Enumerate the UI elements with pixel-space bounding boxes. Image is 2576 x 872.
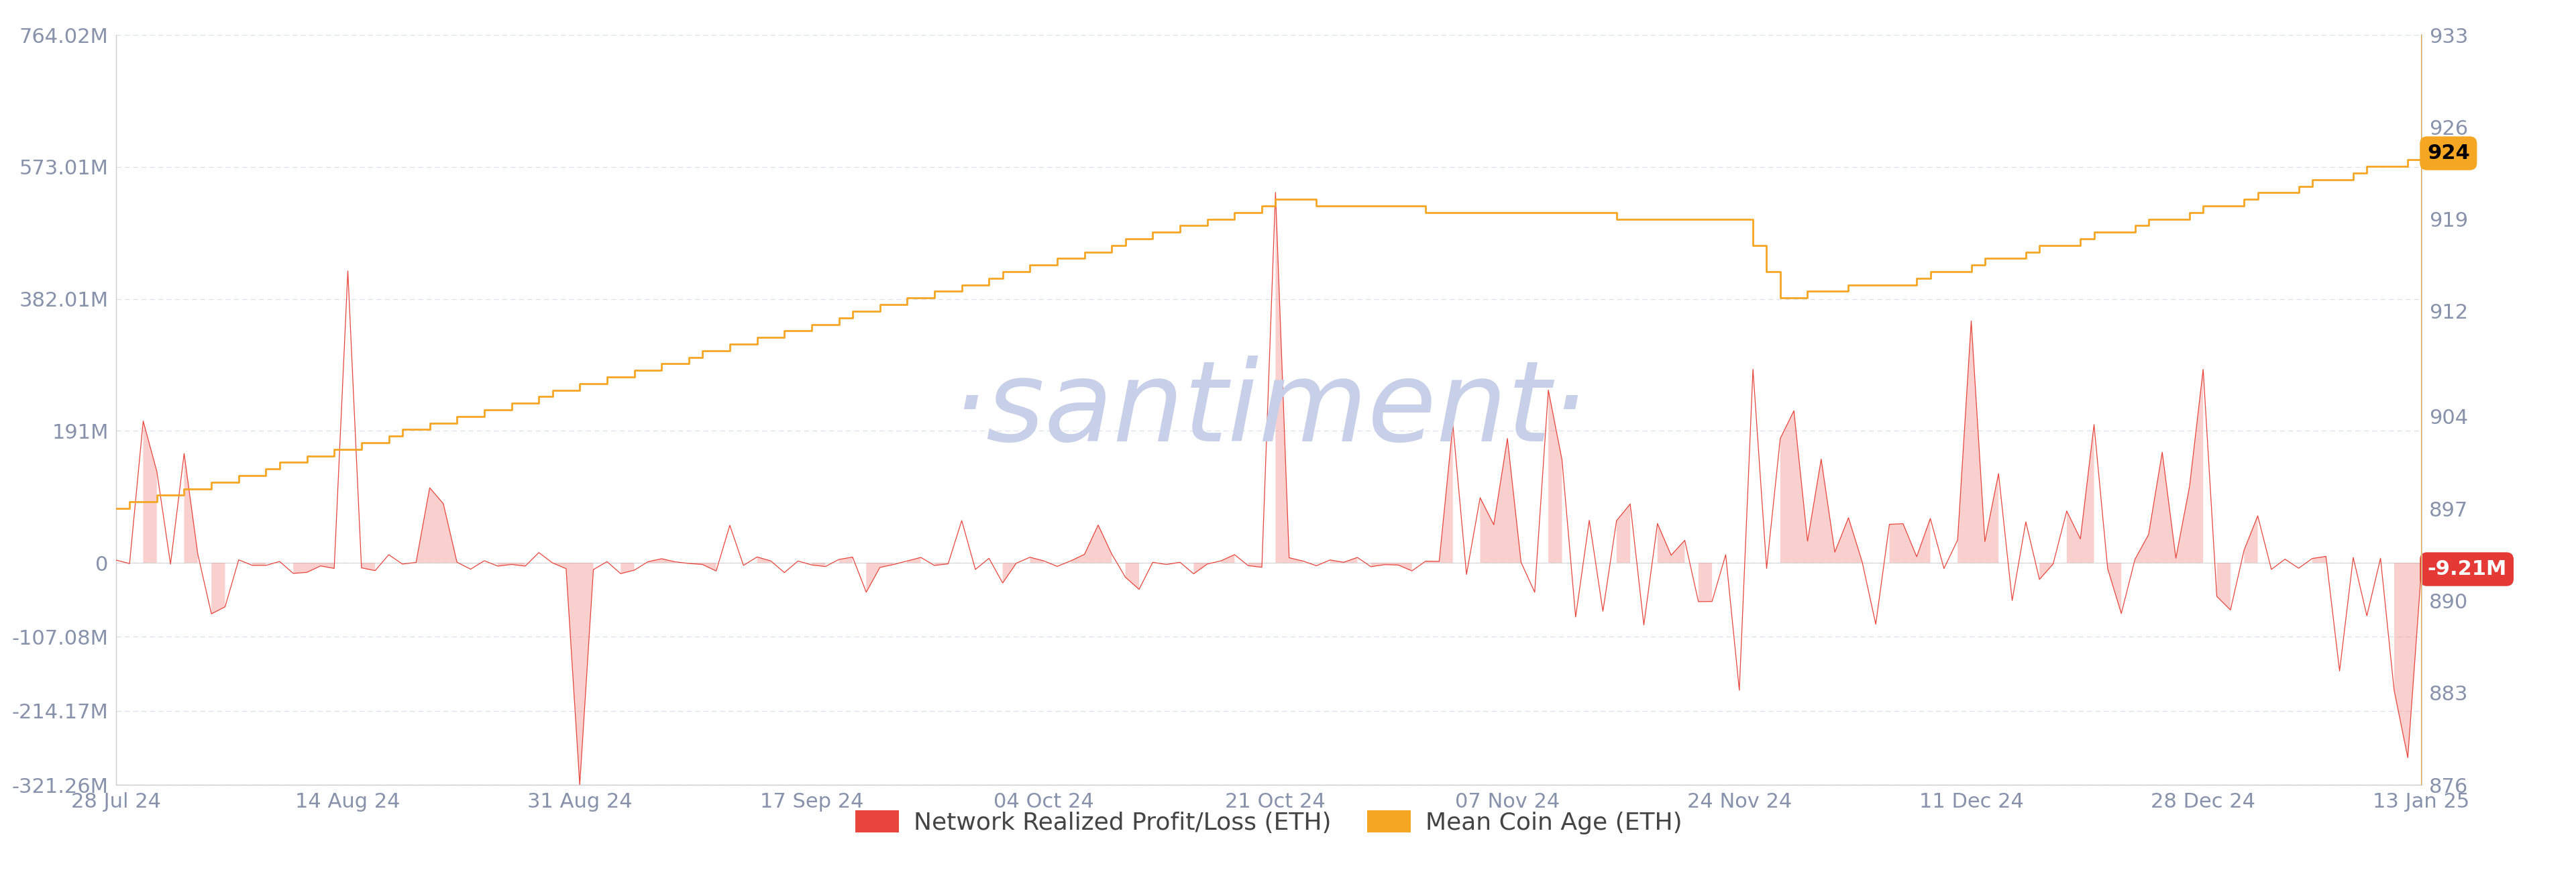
Text: -9.21M: -9.21M — [2427, 560, 2506, 579]
Text: 924: 924 — [2427, 144, 2470, 163]
Legend: Network Realized Profit/Loss (ETH), Mean Coin Age (ETH): Network Realized Profit/Loss (ETH), Mean… — [845, 800, 1692, 844]
Text: ·santiment·: ·santiment· — [951, 355, 1587, 465]
